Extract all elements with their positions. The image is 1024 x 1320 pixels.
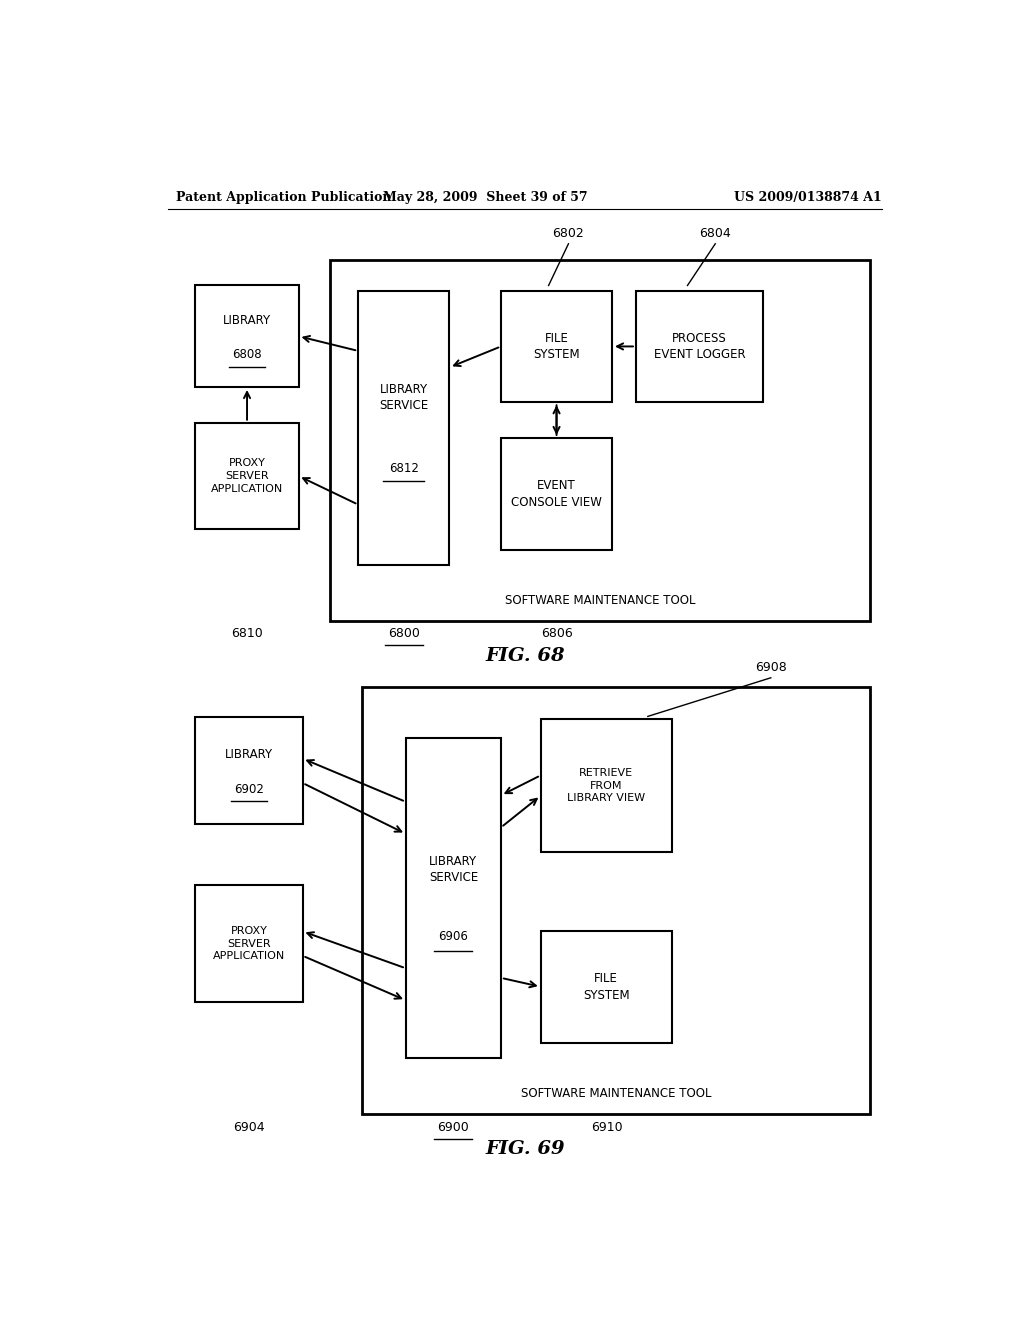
Text: 6810: 6810 (231, 627, 263, 640)
Text: 6910: 6910 (591, 1121, 623, 1134)
Bar (331, 260, 870, 620)
Bar (406, 738, 501, 1057)
Text: 6804: 6804 (699, 227, 731, 240)
Bar (196, 886, 303, 1002)
Bar (358, 290, 450, 565)
Text: Patent Application Publication: Patent Application Publication (176, 190, 391, 203)
Text: FILE
SYSTEM: FILE SYSTEM (583, 972, 630, 1002)
Bar (362, 686, 870, 1114)
Text: 6806: 6806 (541, 627, 572, 640)
Text: PROXY
SERVER
APPLICATION: PROXY SERVER APPLICATION (211, 458, 284, 494)
Text: LIBRARY
SERVICE: LIBRARY SERVICE (429, 854, 478, 884)
Text: 6808: 6808 (232, 348, 262, 362)
Bar (636, 290, 763, 403)
Text: 6908: 6908 (755, 661, 786, 673)
Text: SOFTWARE MAINTENANCE TOOL: SOFTWARE MAINTENANCE TOOL (505, 594, 695, 607)
Bar (196, 422, 299, 529)
Text: US 2009/0138874 A1: US 2009/0138874 A1 (734, 190, 882, 203)
Text: FIG. 69: FIG. 69 (485, 1140, 564, 1159)
Text: 6900: 6900 (437, 1121, 469, 1134)
Text: RETRIEVE
FROM
LIBRARY VIEW: RETRIEVE FROM LIBRARY VIEW (567, 768, 645, 804)
Text: 6904: 6904 (233, 1121, 265, 1134)
Text: FIG. 68: FIG. 68 (485, 647, 564, 665)
Text: SOFTWARE MAINTENANCE TOOL: SOFTWARE MAINTENANCE TOOL (521, 1086, 712, 1100)
Text: 6812: 6812 (389, 462, 419, 475)
Text: 6800: 6800 (388, 627, 420, 640)
Bar (196, 718, 303, 824)
Text: 6902: 6902 (234, 783, 264, 796)
Text: FILE
SYSTEM: FILE SYSTEM (534, 331, 580, 362)
Bar (541, 931, 672, 1043)
Text: 6802: 6802 (553, 227, 585, 240)
Text: 6906: 6906 (438, 931, 468, 942)
Bar (501, 290, 612, 403)
Text: PROXY
SERVER
APPLICATION: PROXY SERVER APPLICATION (213, 925, 285, 961)
Bar (501, 438, 612, 549)
Text: LIBRARY
SERVICE: LIBRARY SERVICE (379, 383, 428, 412)
Text: LIBRARY: LIBRARY (223, 314, 271, 326)
Text: LIBRARY: LIBRARY (225, 748, 273, 762)
Bar (196, 285, 299, 387)
Text: EVENT
CONSOLE VIEW: EVENT CONSOLE VIEW (511, 479, 602, 508)
Text: PROCESS
EVENT LOGGER: PROCESS EVENT LOGGER (653, 331, 745, 362)
Text: May 28, 2009  Sheet 39 of 57: May 28, 2009 Sheet 39 of 57 (383, 190, 588, 203)
Bar (541, 719, 672, 851)
